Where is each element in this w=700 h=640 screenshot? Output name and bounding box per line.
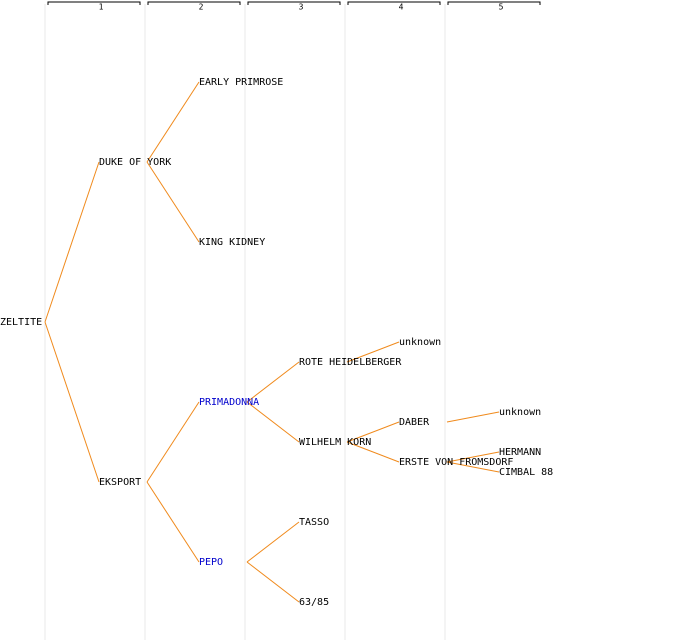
node-label: ROTE HEIDELBERGER (299, 357, 402, 368)
node-label: ERSTE VON FROMSDORF (399, 457, 513, 468)
edge (446, 411, 500, 423)
node-label: 63/85 (299, 597, 329, 608)
edge (246, 521, 300, 563)
node-link[interactable]: PRIMADONNA (199, 397, 259, 408)
column-bracket (347, 1, 441, 5)
node-label: ZELTITE (0, 317, 42, 328)
column-header: 4 (399, 3, 404, 12)
edge (146, 401, 200, 483)
node-label: DABER (399, 417, 430, 428)
column-header: 2 (199, 3, 204, 12)
node-label: KING KIDNEY (199, 237, 265, 248)
column-bracket (247, 1, 341, 5)
edge (44, 321, 100, 483)
edge (246, 561, 300, 603)
edge (346, 441, 400, 463)
column-header: 5 (499, 3, 504, 12)
column-header: 1 (99, 3, 104, 12)
node-label: TASSO (299, 517, 329, 528)
node-label: WILHELM KORN (299, 437, 371, 448)
node-link[interactable]: PEPO (199, 557, 223, 568)
node-label: EKSPORT (99, 477, 141, 488)
node-label: EARLY PRIMROSE (199, 77, 283, 88)
node-label: DUKE OF YORK (99, 157, 171, 168)
column-bracket (147, 1, 241, 5)
column-bracket (47, 1, 141, 5)
edge (146, 161, 200, 243)
edge (146, 81, 200, 163)
column-header: 3 (299, 3, 304, 12)
edge (346, 341, 400, 363)
edge (346, 421, 400, 443)
edge (246, 401, 300, 443)
node-label: unknown (399, 337, 441, 348)
edge (446, 461, 500, 473)
node-label: CIMBAL 88 (499, 467, 553, 478)
node-label: unknown (499, 407, 541, 418)
edge (446, 451, 500, 463)
column-bracket (447, 1, 541, 5)
edge (146, 481, 200, 563)
edge (44, 161, 100, 323)
edge (246, 361, 300, 403)
node-label: HERMANN (499, 447, 541, 458)
